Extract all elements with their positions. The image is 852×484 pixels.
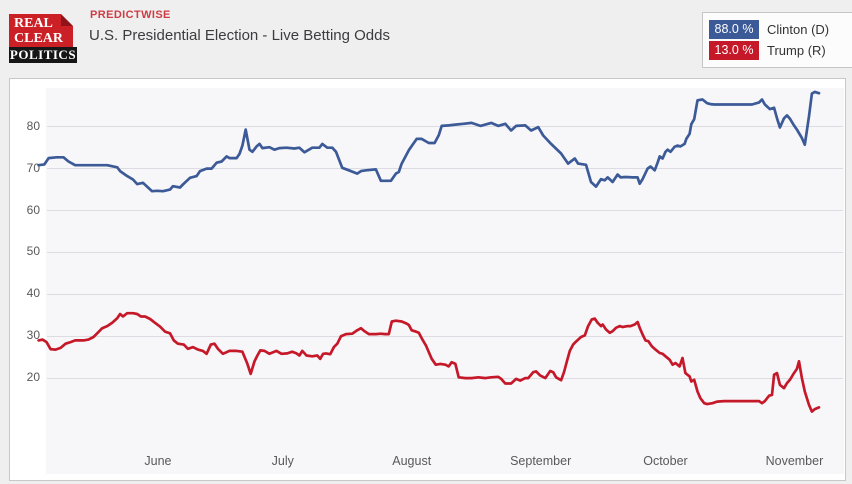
gridline-60	[47, 210, 843, 211]
rcp-logo-fold-corner	[61, 14, 73, 26]
trump-legend-label: Trump (R)	[767, 43, 826, 58]
legend-item-clinton[interactable]: 88.0 % Clinton (D)	[709, 20, 850, 39]
rcp-logo-line1: REAL	[14, 16, 53, 31]
rcp-logo-line3: POLITICS	[9, 47, 77, 63]
x-tick-label-october: October	[643, 454, 688, 468]
x-tick-label-august: August	[392, 454, 432, 468]
rcp-logo-line2: CLEAR	[14, 31, 64, 46]
y-tick-label-70: 70	[26, 160, 40, 175]
y-tick-label-30: 30	[26, 328, 40, 343]
y-tick-label-60: 60	[26, 202, 40, 217]
source-label: PREDICTWISE	[90, 9, 171, 21]
trump-value-badge: 13.0 %	[709, 41, 759, 60]
gridline-80	[47, 126, 843, 128]
y-tick-label-50: 50	[26, 244, 40, 259]
gridline-30	[47, 335, 843, 337]
x-tick-label-september: September	[510, 454, 572, 468]
y-tick-label-80: 80	[26, 118, 40, 133]
clinton-value-badge: 88.0 %	[709, 20, 759, 39]
page-title: U.S. Presidential Election - Live Bettin…	[89, 27, 390, 44]
legend-item-trump[interactable]: 13.0 % Trump (R)	[709, 41, 850, 60]
gridline-20	[47, 377, 843, 379]
gridline-70	[47, 168, 843, 170]
gridline-50	[47, 251, 843, 253]
x-tick-label-november: November	[765, 454, 824, 468]
gridline-40	[47, 293, 843, 295]
clinton-legend-label: Clinton (D)	[767, 22, 830, 37]
x-tick-label-june: June	[144, 454, 172, 468]
plot-area	[46, 88, 844, 474]
rcp-logo[interactable]: REAL CLEAR POLITICS	[9, 14, 77, 63]
chart-legend: 88.0 % Clinton (D) 13.0 % Trump (R)	[702, 12, 852, 68]
x-tick-label-july: July	[271, 454, 294, 468]
y-tick-label-20: 20	[26, 370, 40, 385]
y-tick-label-40: 40	[26, 286, 40, 301]
